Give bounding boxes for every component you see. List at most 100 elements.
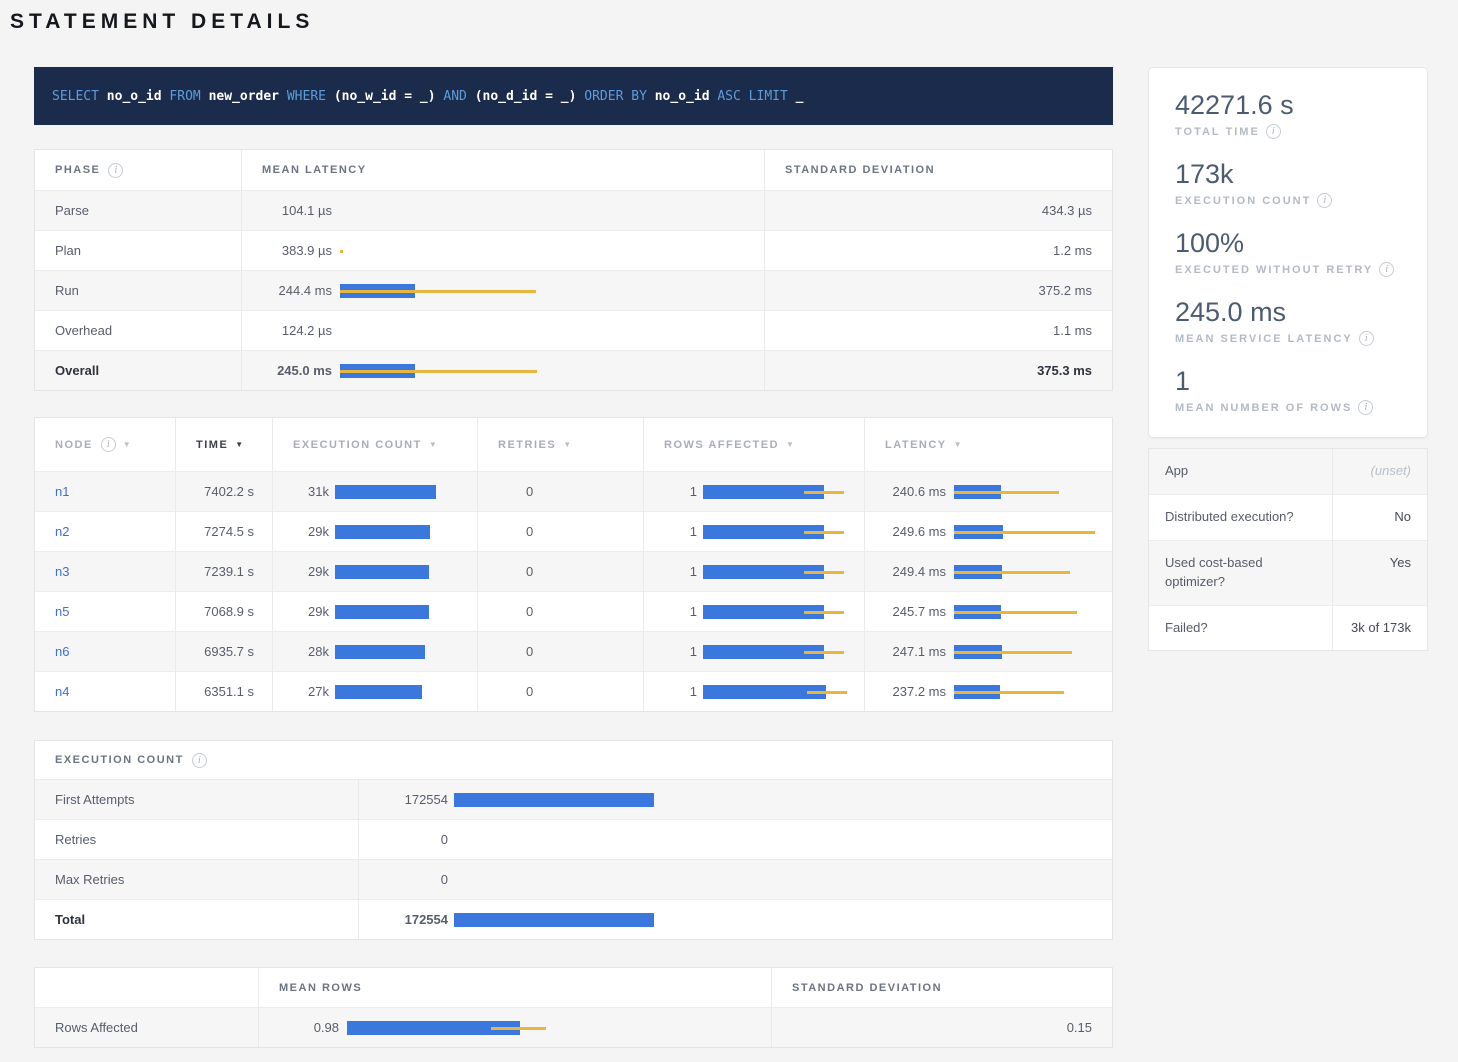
table-row: n4 6351.1 s 27k 0 1 237.2 ms: [35, 671, 1112, 711]
node-link[interactable]: n3: [55, 564, 70, 579]
info-icon[interactable]: i: [1379, 262, 1395, 278]
stat-value: 245.0 ms: [1175, 297, 1287, 328]
std-dev-header-cell: STANDARD DEVIATION: [771, 968, 1112, 1007]
rows-affected-bar: [703, 644, 854, 659]
node-link[interactable]: n4: [55, 684, 70, 699]
std-dev-cell: 0.15: [771, 1008, 1112, 1047]
stddev-whisker: [340, 249, 343, 253]
execution-count-table: EXECUTION COUNT i First Attempts 172554 Retr…: [34, 740, 1113, 940]
table-row: First Attempts 172554: [35, 779, 1112, 819]
label-cell: Retries: [55, 832, 97, 847]
latency-bar: [954, 564, 1102, 579]
detail-label: Failed?: [1165, 619, 1208, 635]
rows-affected-column-header[interactable]: ROWS AFFECTED ▼: [643, 418, 864, 471]
stddev-whisker: [340, 289, 536, 293]
time-column-header[interactable]: TIME ▼: [175, 418, 272, 471]
time-cell: 7274.5 s: [175, 512, 272, 551]
table-row: Overhead 124.2 µs 1.1 ms: [35, 310, 1112, 350]
info-icon[interactable]: i: [100, 437, 116, 452]
info-icon[interactable]: i: [1358, 400, 1374, 416]
time-cell: 7239.1 s: [175, 552, 272, 591]
node-link[interactable]: n5: [55, 604, 70, 619]
std-dev-cell: 434.3 µs: [764, 191, 1112, 230]
table-row: n5 7068.9 s 29k 0 1 245.7 ms: [35, 591, 1112, 631]
detail-value: (unset): [1332, 449, 1427, 495]
node-column-header[interactable]: NODE i ▼: [55, 437, 131, 452]
stat-value: 173k: [1175, 159, 1234, 190]
summary-stat: 1 MEAN NUMBER OF ROWS i: [1175, 366, 1401, 416]
mean-rows-bar: [347, 1020, 761, 1035]
mean-bar: [335, 564, 429, 579]
info-icon[interactable]: i: [191, 752, 207, 768]
latency-cell: 247.1 ms: [864, 632, 1112, 671]
rows-affected-bar: [703, 484, 854, 499]
phase-cell: Parse: [55, 203, 89, 218]
summary-stat: 42271.6 s TOTAL TIME i: [1175, 90, 1401, 140]
value-cell: 172554: [358, 780, 1112, 819]
node-link[interactable]: n6: [55, 644, 70, 659]
stddev-whisker: [804, 530, 844, 534]
mean-bar: [335, 644, 425, 659]
execution-count-bar: [335, 604, 467, 619]
value-cell: 0: [358, 860, 1112, 899]
node-cell: n3: [35, 552, 175, 591]
time-cell: 6935.7 s: [175, 632, 272, 671]
latency-column-header[interactable]: LATENCY ▼: [864, 418, 1112, 471]
execution-count-title: EXECUTION COUNT i: [35, 741, 1112, 779]
table-row: Overall 245.0 ms 375.3 ms: [35, 350, 1112, 390]
node-table-header: NODE i ▼ TIME ▼ EXECUTION COUNT ▼ RETRIES ▼ ROWS …: [35, 418, 1112, 471]
mean-latency-cell: 383.9 µs: [241, 231, 764, 270]
rows-affected-cell: 1: [643, 472, 864, 511]
node-cell: n2: [35, 512, 175, 551]
mean-bar: [347, 1020, 520, 1035]
stddev-whisker: [954, 610, 1077, 614]
mean-rows-header-cell: MEAN ROWS: [258, 968, 771, 1007]
execution-count-table-header: EXECUTION COUNT i: [35, 741, 1112, 779]
stddev-whisker: [954, 530, 1095, 534]
label-cell: Total: [55, 912, 86, 927]
table-row: Run 244.4 ms 375.2 ms: [35, 270, 1112, 310]
info-icon[interactable]: i: [1265, 124, 1281, 140]
phase-table: PHASE i MEAN LATENCY STANDARD DEVIATION Pars…: [34, 149, 1113, 391]
sql-text: SELECT no_o_id FROM new_order WHERE (no_…: [52, 88, 804, 104]
sql-statement: SELECT no_o_id FROM new_order WHERE (no_…: [34, 67, 1113, 125]
execution-count-cell: 28k: [272, 632, 477, 671]
latency-cell: 249.6 ms: [864, 512, 1112, 551]
stat-value: 42271.6 s: [1175, 90, 1294, 120]
table-row: Parse 104.1 µs 434.3 µs: [35, 190, 1112, 230]
node-link[interactable]: n2: [55, 524, 70, 539]
detail-label: Used cost-based optimizer?: [1165, 554, 1263, 589]
phase-cell: Overhead: [55, 323, 113, 338]
mean-bar: [703, 684, 826, 699]
table-row: n3 7239.1 s 29k 0 1 249.4 ms: [35, 551, 1112, 591]
rows-affected-cell: 1: [643, 552, 864, 591]
execution-count-column-header[interactable]: EXECUTION COUNT ▼: [272, 418, 477, 471]
mean-bar: [703, 524, 824, 539]
table-row: Total 172554: [35, 899, 1112, 939]
node-cell: n4: [35, 672, 175, 711]
info-icon[interactable]: i: [1317, 193, 1333, 209]
summary-stat: 245.0 ms MEAN SERVICE LATENCY i: [1175, 297, 1401, 347]
sort-desc-icon: ▼: [122, 440, 131, 449]
detail-value: 3k of 173k: [1332, 605, 1427, 651]
mean-bar: [703, 604, 824, 619]
info-icon[interactable]: i: [108, 162, 124, 178]
summary-stats-card: 42271.6 s TOTAL TIME i 173k EXECUTION COUNT i…: [1148, 67, 1428, 439]
execution-count-bar: [335, 524, 467, 539]
rows-affected-cell: 1: [643, 592, 864, 631]
sort-desc-icon: ▼: [235, 440, 244, 449]
detail-label: App: [1165, 463, 1189, 479]
info-icon[interactable]: i: [1358, 331, 1374, 347]
mean-bar: [335, 484, 436, 499]
time-cell: 7068.9 s: [175, 592, 272, 631]
mean-bar: [703, 644, 824, 659]
rows-affected-table: MEAN ROWS STANDARD DEVIATION Rows Affected…: [34, 967, 1113, 1048]
node-link[interactable]: n1: [55, 484, 70, 499]
mean-latency-cell: 244.4 ms: [241, 271, 764, 310]
stat-label: MEAN SERVICE LATENCY i: [1175, 331, 1401, 347]
detail-value: No: [1332, 495, 1427, 540]
page-title: STATEMENT DETAILS: [10, 10, 315, 33]
retries-column-header[interactable]: RETRIES ▼: [477, 418, 643, 471]
execution-count-bar: [454, 912, 1102, 927]
phase-header-cell: PHASE i: [35, 150, 241, 190]
